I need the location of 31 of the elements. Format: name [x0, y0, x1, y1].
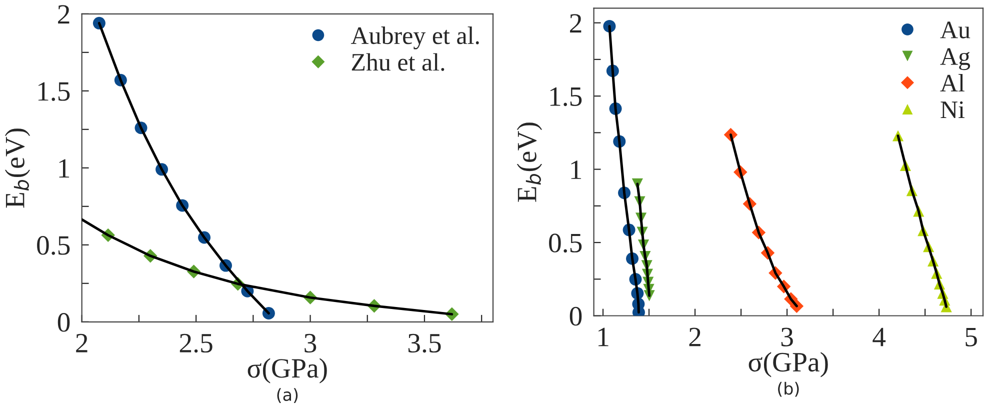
- y-tick-label: 1: [59, 159, 70, 178]
- y-tick-label: 1: [571, 160, 582, 179]
- legend-label: Au: [940, 22, 970, 38]
- y-tick-label: 0.5: [37, 236, 70, 255]
- y-tick-label: 1.5: [38, 82, 70, 101]
- y-axis-title: E$_{b}$(eV): [4, 128, 30, 208]
- x-tick-label: 4: [872, 328, 886, 346]
- legend-label: Ag: [940, 48, 970, 70]
- y-tick-label: 2: [58, 5, 70, 24]
- x-tick-label: 5: [966, 328, 977, 346]
- legend-label: Ni: [940, 101, 964, 118]
- text: (a): [277, 388, 298, 403]
- x-tick-label: 2: [76, 334, 88, 352]
- x-tick-label: 3.5: [408, 334, 441, 353]
- y-tick-label: 2: [570, 14, 582, 32]
- x-tick-label: 2.5: [180, 334, 212, 353]
- y-tick-label: 0.5: [549, 234, 582, 253]
- x-tick-label: 3: [304, 334, 316, 353]
- y-tick-label: 0: [58, 313, 70, 332]
- y-tick-label: 1.5: [550, 87, 582, 106]
- text: (b): [778, 382, 799, 397]
- legend-label: Al: [940, 74, 964, 92]
- x-axis-title: σ(GPa): [248, 358, 327, 384]
- legend-label: Zhu et al.: [352, 53, 444, 71]
- y-axis-title: E$_{b}$(eV): [516, 122, 542, 202]
- x-axis-title: σ(GPa): [748, 352, 828, 378]
- y-tick-label: 0: [570, 306, 582, 326]
- x-tick-label: 3: [781, 328, 793, 346]
- x-tick-label: 1: [598, 328, 608, 346]
- x-tick-label: 2: [689, 328, 700, 346]
- legend-label: Aubrey et al.: [350, 26, 479, 50]
